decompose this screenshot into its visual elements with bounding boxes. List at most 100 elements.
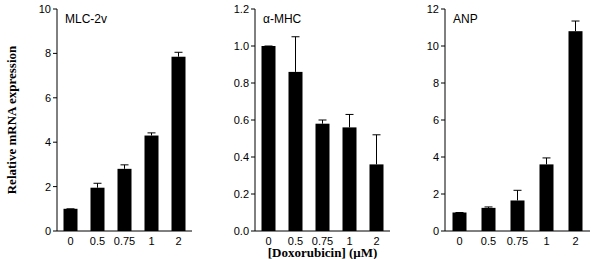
y-tick xyxy=(53,142,57,143)
y-tick xyxy=(53,97,57,98)
error-cap xyxy=(543,157,551,158)
y-tick-label: 12 xyxy=(427,3,439,15)
y-tick xyxy=(441,83,445,84)
y-tick-label: 1.2 xyxy=(234,3,249,15)
panel-title: MLC-2v xyxy=(65,12,107,26)
panel-title: ANP xyxy=(453,12,478,26)
y-tick-label: 1.0 xyxy=(234,40,249,52)
bar xyxy=(118,169,132,231)
error-stem xyxy=(97,183,98,187)
x-tick-label: 0 xyxy=(456,235,462,247)
y-tick-label: 2 xyxy=(45,181,51,193)
y-tick-label: 4 xyxy=(45,136,51,148)
error-bar xyxy=(572,21,580,31)
error-bar xyxy=(94,183,102,187)
error-bar xyxy=(456,212,464,213)
y-tick-label: 6 xyxy=(45,92,51,104)
error-stem xyxy=(575,21,576,31)
x-tick-label: 2 xyxy=(175,235,181,247)
bar xyxy=(370,164,384,231)
bar xyxy=(91,188,105,231)
error-cap xyxy=(572,21,580,22)
y-tick xyxy=(53,186,57,187)
y-tick-label: 4 xyxy=(433,151,439,163)
error-bar xyxy=(292,37,300,72)
marks xyxy=(453,21,583,231)
y-tick xyxy=(53,9,57,10)
bar xyxy=(145,136,159,231)
error-cap xyxy=(94,183,102,184)
y-tick-label: 2 xyxy=(433,188,439,200)
y-tick-label: 10 xyxy=(427,40,439,52)
figure: 024681000.50.7512MLC-2vRelative mRNA exp… xyxy=(0,0,600,259)
y-tick xyxy=(251,83,255,84)
error-cap xyxy=(456,212,464,213)
y-tick xyxy=(441,194,445,195)
y-tick xyxy=(441,9,445,10)
y-tick xyxy=(53,231,57,232)
error-bar xyxy=(148,133,156,136)
error-stem xyxy=(322,120,323,124)
bar xyxy=(262,46,276,231)
y-tick xyxy=(251,120,255,121)
marks xyxy=(64,52,186,231)
error-stem xyxy=(178,52,179,56)
error-cap xyxy=(265,46,273,47)
y-tick xyxy=(251,194,255,195)
error-bar xyxy=(373,135,381,165)
bar xyxy=(289,72,303,231)
y-tick-label: 10 xyxy=(39,3,51,15)
error-cap xyxy=(485,206,493,207)
x-tick-label: 0 xyxy=(67,235,73,247)
y-tick-label: 0.0 xyxy=(234,225,249,237)
bar xyxy=(540,164,554,231)
y-tick xyxy=(441,157,445,158)
error-cap xyxy=(121,164,129,165)
panel: 024681000.50.7512MLC-2vRelative mRNA exp… xyxy=(4,3,192,247)
y-tick xyxy=(53,53,57,54)
page: {"chart_data": [ {"type": "bar", "title"… xyxy=(0,0,600,259)
y-tick-label: 8 xyxy=(45,47,51,59)
error-stem xyxy=(349,114,350,127)
y-tick-label: 0 xyxy=(45,225,51,237)
marks xyxy=(262,37,384,231)
y-tick-label: 8 xyxy=(433,77,439,89)
bar xyxy=(316,124,330,231)
x-tick-label: 0.5 xyxy=(90,235,105,247)
bar xyxy=(172,57,186,231)
x-axis-label: [Doxorubicin] (μM) xyxy=(268,245,378,259)
y-axis xyxy=(445,9,446,231)
x-tick-label: 0.5 xyxy=(481,235,496,247)
error-cap xyxy=(319,120,327,121)
x-tick-label: 1 xyxy=(148,235,154,247)
error-bar xyxy=(175,52,183,56)
error-cap xyxy=(67,208,75,209)
error-cap xyxy=(346,114,354,115)
bar xyxy=(569,31,583,231)
error-bar xyxy=(265,46,273,47)
error-cap xyxy=(373,134,381,135)
y-axis xyxy=(255,9,256,231)
error-bar xyxy=(346,114,354,127)
y-tick-label: 0.4 xyxy=(234,151,249,163)
bar xyxy=(453,213,467,232)
y-tick-label: 6 xyxy=(433,114,439,126)
error-stem xyxy=(295,37,296,72)
error-cap xyxy=(514,190,522,191)
error-stem xyxy=(376,135,377,165)
error-bar xyxy=(485,206,493,208)
panel: 02468101200.50.7512ANP xyxy=(427,3,590,247)
bar xyxy=(64,209,78,231)
error-bar xyxy=(121,165,129,169)
error-stem xyxy=(546,158,547,164)
error-bar xyxy=(67,208,75,209)
y-tick xyxy=(251,46,255,47)
bar xyxy=(343,127,357,231)
error-cap xyxy=(292,36,300,37)
error-cap xyxy=(175,52,183,53)
error-cap xyxy=(148,132,156,133)
panel-title: α-MHC xyxy=(263,12,302,26)
x-tick-label: 0.75 xyxy=(114,235,135,247)
panel: 0.00.20.40.60.81.01.200.50.7512α-MHC[Dox… xyxy=(234,3,390,259)
bar xyxy=(511,200,525,231)
